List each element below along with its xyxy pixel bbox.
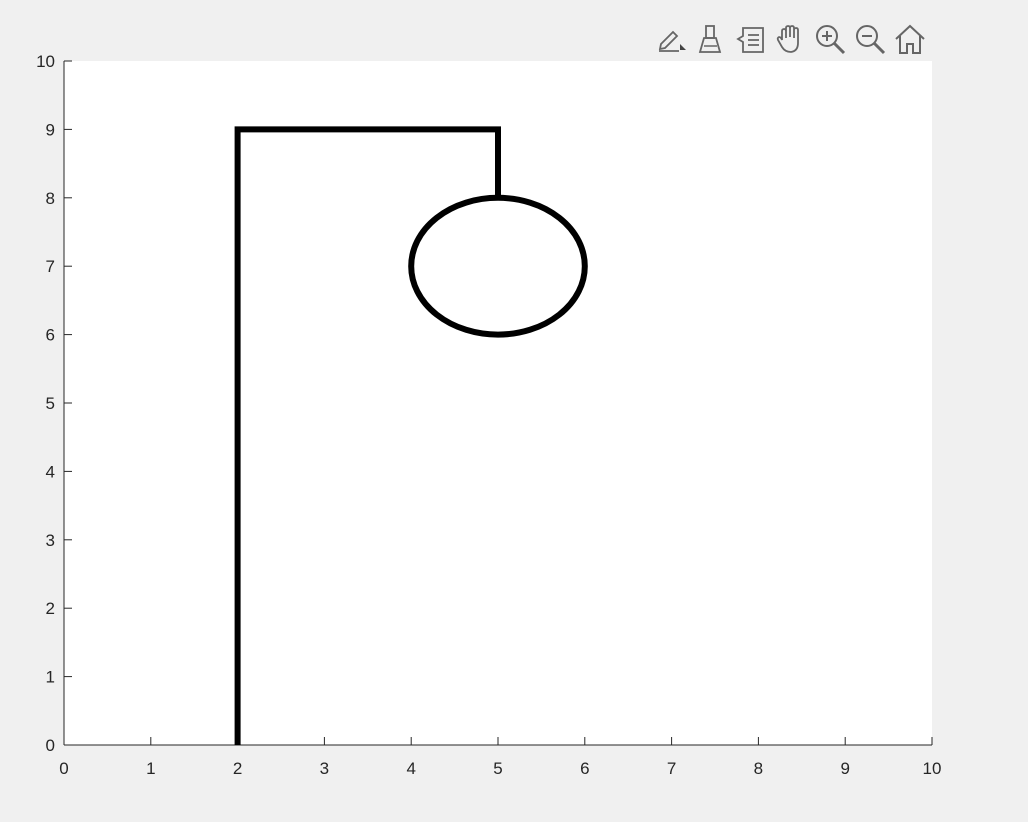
zoom-out-button[interactable] xyxy=(852,21,888,57)
y-tick-label: 2 xyxy=(46,599,55,618)
hand-icon xyxy=(776,25,799,53)
data-tips-icon xyxy=(736,27,764,53)
x-tick-label: 10 xyxy=(923,759,942,778)
y-tick-label: 10 xyxy=(36,52,55,71)
edit-plot-button[interactable] xyxy=(652,21,688,57)
brush-icon xyxy=(698,25,722,53)
x-tick-label: 7 xyxy=(667,759,676,778)
zoom-out-icon xyxy=(856,25,886,55)
x-tick-label: 1 xyxy=(146,759,155,778)
x-tick-label: 2 xyxy=(233,759,242,778)
y-tick-label: 1 xyxy=(46,668,55,687)
x-tick-label: 0 xyxy=(59,759,68,778)
home-button[interactable] xyxy=(892,21,928,57)
zoom-in-icon xyxy=(816,25,846,55)
y-tick-label: 9 xyxy=(46,120,55,139)
y-tick-label: 4 xyxy=(46,462,55,481)
x-tick-label: 5 xyxy=(493,759,502,778)
x-tick-label: 6 xyxy=(580,759,589,778)
y-tick-label: 5 xyxy=(46,394,55,413)
axes-toolbar xyxy=(652,20,928,58)
pan-button[interactable] xyxy=(772,21,808,57)
y-tick-label: 3 xyxy=(46,531,55,550)
y-tick-label: 6 xyxy=(46,326,55,345)
ellipse-0 xyxy=(408,194,588,338)
x-tick-label: 9 xyxy=(840,759,849,778)
x-tick-label: 4 xyxy=(406,759,415,778)
home-icon xyxy=(895,24,925,54)
zoom-in-button[interactable] xyxy=(812,21,848,57)
x-tick-label: 3 xyxy=(320,759,329,778)
pencil-icon xyxy=(658,30,686,52)
y-tick-label: 0 xyxy=(46,736,55,755)
brush-button[interactable] xyxy=(692,21,728,57)
y-tick-label: 8 xyxy=(46,189,55,208)
x-tick-label: 8 xyxy=(754,759,763,778)
y-tick-label: 7 xyxy=(46,257,55,276)
series-line-0 xyxy=(234,126,501,745)
axes-background xyxy=(64,61,932,745)
data-tips-button[interactable] xyxy=(732,21,768,57)
